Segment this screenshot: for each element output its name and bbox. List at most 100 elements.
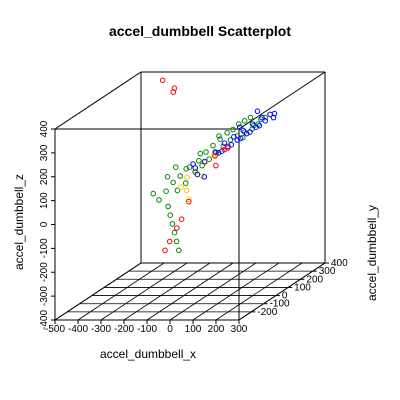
data-point xyxy=(150,190,156,197)
data-point xyxy=(182,180,189,186)
z-tick-label: -200 xyxy=(39,262,50,282)
z-axis-label: accel_dumbbell_z xyxy=(12,174,26,270)
y-tick-label: 100 xyxy=(294,282,311,293)
x-tick-label: -300 xyxy=(91,324,111,335)
data-point xyxy=(247,114,254,121)
data-point xyxy=(193,168,200,174)
z-tick-label: -300 xyxy=(39,286,50,306)
data-point xyxy=(211,152,217,158)
data-point xyxy=(213,162,219,169)
grid-line xyxy=(169,262,257,321)
data-point xyxy=(224,130,230,136)
grid-line xyxy=(100,262,188,321)
data-point xyxy=(173,164,179,170)
data-point xyxy=(183,187,190,194)
data-point xyxy=(216,133,222,139)
z-tick-label: 400 xyxy=(39,120,50,137)
y-tick-label: -100 xyxy=(270,299,290,310)
y-tick-label: -200 xyxy=(257,307,277,318)
grid-line xyxy=(54,262,142,321)
box-edge xyxy=(54,71,142,130)
data-point xyxy=(174,187,181,194)
data-point xyxy=(201,158,208,165)
z-tick-label: 200 xyxy=(39,168,50,185)
data-point xyxy=(241,118,248,124)
data-point xyxy=(203,149,209,155)
data-point xyxy=(166,238,173,245)
data-point xyxy=(194,171,201,178)
data-point xyxy=(228,142,235,148)
data-point xyxy=(165,203,171,210)
data-point xyxy=(159,77,166,84)
grid-line xyxy=(192,262,280,321)
z-tick-label: -400 xyxy=(39,310,50,330)
data-point xyxy=(162,247,168,254)
data-point xyxy=(249,121,256,127)
data-point xyxy=(170,179,176,186)
x-axis-label: accel_dumbbell_x xyxy=(100,347,196,361)
data-point xyxy=(163,188,169,194)
data-point xyxy=(197,150,204,157)
y-tick-label: 400 xyxy=(331,258,348,269)
data-point xyxy=(259,114,265,121)
data-point xyxy=(262,118,269,124)
grid-line xyxy=(215,262,303,321)
z-tick-label: 100 xyxy=(39,192,50,209)
data-point xyxy=(196,158,202,164)
data-point xyxy=(176,247,182,254)
data-point xyxy=(256,122,263,129)
data-point xyxy=(177,173,183,179)
data-point xyxy=(262,114,269,121)
z-axis-ticks: -400 -300 -200 -100 0 100 200 300 400 xyxy=(39,120,55,330)
y-tick-label: 200 xyxy=(306,274,323,285)
data-point xyxy=(271,110,278,117)
data-point xyxy=(202,159,209,166)
data-point xyxy=(156,197,162,203)
z-tick-label: 300 xyxy=(39,144,50,161)
x-tick-label: 100 xyxy=(185,324,202,335)
x-tick-label: 200 xyxy=(208,324,225,335)
data-point xyxy=(221,140,228,146)
data-point xyxy=(190,161,196,167)
x-tick-label: -400 xyxy=(68,324,88,335)
data-point xyxy=(212,149,218,155)
data-point xyxy=(184,174,190,181)
data-point xyxy=(173,238,180,245)
data-point xyxy=(231,134,237,140)
data-point xyxy=(186,196,192,202)
box-edge xyxy=(238,71,326,130)
data-point xyxy=(217,136,223,142)
data-point xyxy=(210,142,216,149)
chart-title: accel_dumbbell Scatterplot xyxy=(109,23,291,39)
x-tick-label: 300 xyxy=(231,324,248,335)
x-tick-label: 0 xyxy=(167,324,173,335)
grid-line xyxy=(123,262,211,321)
plot-box xyxy=(54,71,326,321)
x-axis-ticks: -500 -400 -300 -200 -100 0 100 200 300 xyxy=(45,320,248,335)
x-tick-label: -100 xyxy=(137,324,157,335)
floor-grid xyxy=(54,262,326,321)
data-point xyxy=(224,145,231,151)
data-point xyxy=(183,166,189,172)
data-point xyxy=(201,174,208,180)
x-tick-label: -500 xyxy=(45,324,65,335)
y-tick-label: 300 xyxy=(319,266,336,277)
data-point xyxy=(237,135,244,142)
data-point xyxy=(178,216,185,222)
data-point xyxy=(236,121,242,127)
grid-line xyxy=(238,262,326,321)
data-point xyxy=(254,108,261,114)
data-point xyxy=(178,184,184,190)
data-point xyxy=(169,221,176,227)
data-point xyxy=(199,162,205,169)
data-point xyxy=(240,127,246,134)
z-tick-label: -100 xyxy=(39,238,50,258)
data-point xyxy=(174,225,180,231)
grid-line xyxy=(146,262,234,321)
y-axis-label: accel_dumbbell_y xyxy=(365,205,379,301)
data-point xyxy=(212,153,218,159)
y-tick-label: 0 xyxy=(282,291,288,302)
data-point xyxy=(247,129,253,135)
grid-line xyxy=(77,262,165,321)
